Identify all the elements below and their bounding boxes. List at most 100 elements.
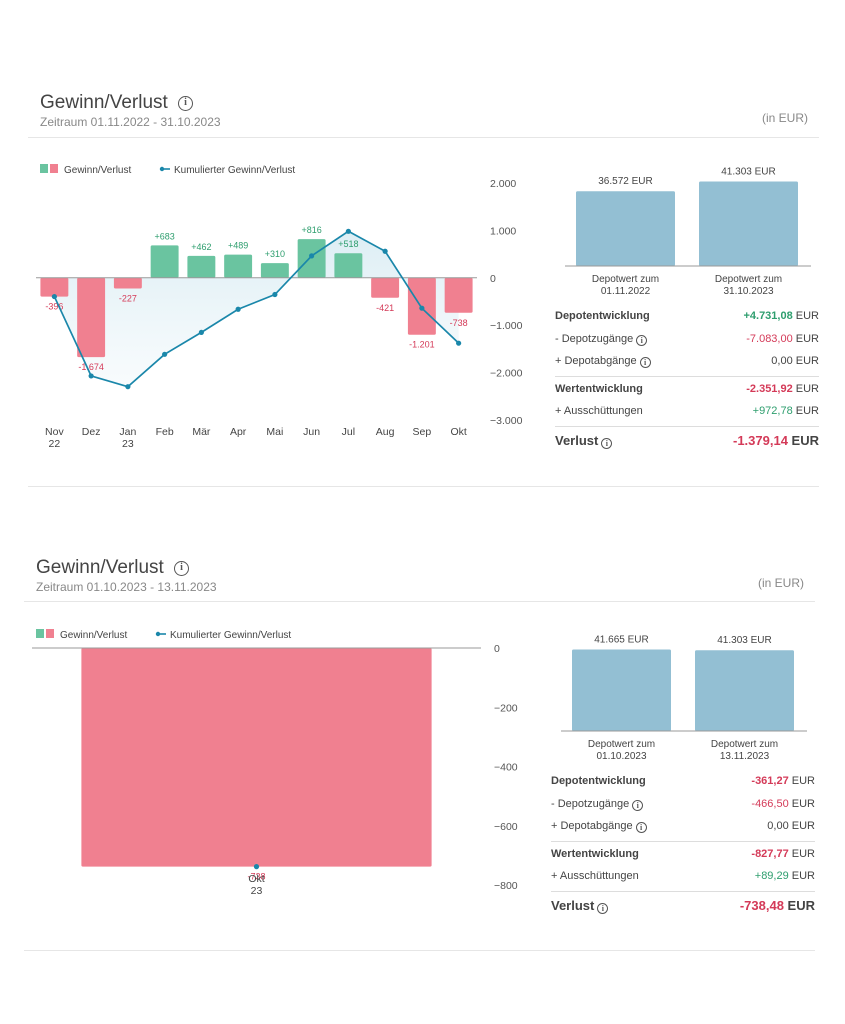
bar — [297, 239, 326, 278]
data-label: +310 — [265, 249, 285, 259]
summary-row-value: -1.379,14 EUR — [733, 433, 819, 448]
summary-row-label: Wertentwicklung — [555, 383, 643, 395]
y-tick-label: 2.000 — [490, 178, 516, 190]
depot-value-label: 41.303 EUR — [721, 167, 775, 178]
summary-currency: EUR — [788, 870, 815, 882]
summary-row-value: 0,00 EUR — [771, 355, 819, 367]
summary-amount: -827,77 — [751, 848, 789, 860]
summary-row-label: - Depotzugänge i — [551, 798, 644, 811]
legend-label-bars: Gewinn/Verlust — [60, 630, 127, 641]
x-tick-label: Jun — [303, 426, 320, 438]
summary-row-label: + Ausschüttungen — [551, 870, 639, 882]
profit-loss-chart: Gewinn/Verlust Kumulierter Gewinn/Verlust… — [32, 629, 518, 897]
summary-amount: -738,48 — [739, 898, 784, 913]
cumulative-point — [456, 340, 462, 346]
y-tick-label: 0 — [490, 273, 496, 285]
summary-currency: EUR — [788, 820, 815, 832]
depot-caption: Depotwert zum — [715, 274, 782, 285]
bar — [40, 277, 69, 297]
data-label: -227 — [119, 294, 137, 304]
x-tick-label: Mär — [192, 426, 211, 438]
bar — [334, 253, 363, 278]
summary-row-label: Wertentwicklung — [551, 848, 639, 860]
cumulative-point — [382, 248, 388, 254]
summary-amount: -7.083,00 — [746, 333, 793, 345]
summary-table: Depotentwicklung -361,27 EUR - Depotzugäng… — [551, 765, 815, 925]
depot-caption-date: 01.11.2022 — [601, 286, 651, 297]
info-icon[interactable]: i — [597, 903, 609, 914]
summary-currency: EUR — [788, 798, 815, 810]
bar — [81, 648, 432, 867]
cumulative-point — [51, 293, 57, 300]
x-tick-label: Mai — [266, 426, 283, 438]
y-tick-label: 0 — [494, 643, 500, 655]
summary-row-label: + Ausschüttungen — [555, 405, 643, 417]
depot-bar — [572, 649, 671, 731]
cumulative-line — [53, 230, 460, 388]
legend-line-marker — [155, 631, 161, 637]
info-icon[interactable]: i — [632, 800, 644, 811]
legend-label-bars: Gewinn/Verlust — [64, 165, 131, 176]
x-tick-label: Okt — [450, 426, 466, 438]
x-tick-label: Feb — [156, 426, 174, 438]
cumulative-point — [253, 864, 260, 870]
info-icon[interactable]: i — [636, 335, 648, 346]
info-icon[interactable]: i — [639, 357, 651, 368]
legend-swatch-loss — [50, 164, 58, 173]
depot-value-label: 41.665 EUR — [594, 635, 648, 646]
y-tick-label: −600 — [494, 821, 518, 833]
summary-row-value: -361,27 EUR — [751, 775, 815, 787]
divider — [24, 950, 815, 951]
cumulative-point — [198, 329, 204, 336]
x-tick-label: Jul — [342, 426, 355, 438]
depot-value-label: 41.303 EUR — [717, 635, 771, 646]
depot-caption: Depotwert zum — [592, 274, 659, 285]
data-label: -738 — [450, 318, 468, 328]
data-label: +462 — [191, 242, 211, 252]
bar — [113, 277, 142, 289]
bar — [150, 245, 179, 278]
x-tick-label: Nov — [45, 426, 64, 438]
depot-bar — [576, 191, 675, 266]
summary-divider — [551, 841, 815, 842]
data-label: +816 — [301, 225, 321, 235]
summary-row-value: -2.351,92 EUR — [746, 383, 819, 395]
bar — [444, 277, 473, 313]
period-label: Zeitraum 01.10.2023 - 13.11.2023 — [36, 580, 217, 594]
info-icon[interactable]: i — [601, 438, 613, 449]
summary-row-value: -466,50 EUR — [751, 798, 815, 810]
data-label: +683 — [154, 231, 174, 241]
divider — [28, 486, 819, 487]
legend-swatch-gain — [40, 164, 48, 173]
x-tick-label-year: 23 — [122, 438, 134, 450]
cumulative-point — [272, 291, 278, 298]
y-tick-label: −2.000 — [490, 368, 523, 380]
summary-row-value: +89,29 EUR — [755, 870, 815, 882]
bar — [77, 277, 106, 358]
summary-currency: EUR — [792, 310, 819, 322]
period-label: Zeitraum 01.11.2022 - 31.10.2023 — [40, 115, 221, 129]
cumulative-point — [419, 305, 425, 311]
summary-table: Depotentwicklung +4.731,08 EUR - Depotzugä… — [555, 300, 819, 460]
x-tick-label: Dez — [82, 426, 101, 438]
bar — [224, 254, 253, 278]
summary-row-value: +4.731,08 EUR — [743, 310, 819, 322]
currency-note: (in EUR) — [758, 576, 805, 590]
summary-amount: 0,00 — [767, 820, 789, 832]
info-icon[interactable]: i — [178, 96, 193, 111]
cumulative-point — [125, 384, 131, 390]
depot-caption: Depotwert zum — [711, 739, 778, 750]
depot-caption-date: 01.10.2023 — [596, 751, 646, 762]
summary-amount: -466,50 — [751, 798, 789, 810]
info-icon[interactable]: i — [174, 561, 189, 576]
summary-amount: +89,29 — [754, 870, 789, 882]
summary-amount: +972,78 — [752, 405, 793, 417]
summary-currency: EUR — [788, 775, 815, 787]
info-icon[interactable]: i — [635, 822, 647, 833]
data-label: -421 — [376, 303, 394, 313]
summary-currency: EUR — [787, 433, 819, 448]
summary-amount: -2.351,92 — [746, 383, 793, 395]
data-label: -396 — [45, 302, 63, 312]
depot-value-chart: 41.665 EUR Depotwert zum 01.10.2023 41.303 … — [561, 635, 807, 762]
